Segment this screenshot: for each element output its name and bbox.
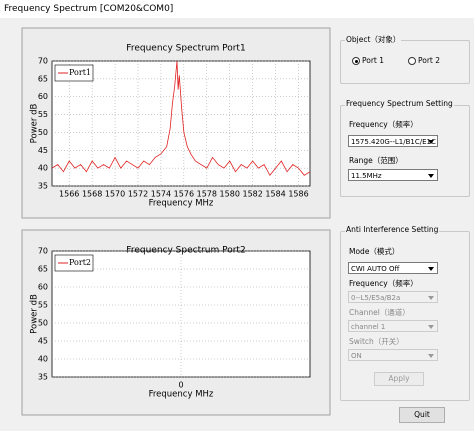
combo[interactable]: 1575.420G--L1/B1C/E1C (348, 135, 438, 147)
y-tick-label: 45 (38, 146, 48, 155)
quit-button[interactable]: Quit (399, 407, 445, 423)
combo: 0--L5/E5a/B2a (348, 291, 438, 303)
y-tick-label: 55 (38, 301, 48, 310)
radio-port1[interactable]: Port 1 (352, 56, 384, 65)
window-title: Frequency Spectrum [COM20&COM0] (0, 0, 474, 18)
series-line (51, 60, 311, 177)
y-tick-label: 35 (38, 373, 48, 382)
x-tick-label: 1570 (105, 190, 125, 199)
combo: channel 1 (348, 320, 438, 332)
label: Range（范围） (349, 156, 403, 165)
group-title: Anti Interference Setting (345, 225, 440, 234)
legend-box (54, 64, 94, 82)
apply-button: Apply (374, 372, 424, 386)
y-axis-label: Power dB (30, 104, 40, 144)
y-tick-label: 70 (38, 247, 48, 256)
x-tick-label: 1582 (242, 190, 262, 199)
x-tick-label: 1568 (82, 190, 102, 199)
label: Channel（通道） (349, 308, 410, 317)
anti-group: Anti Interference Setting (340, 225, 470, 401)
x-tick-label: 1576 (174, 190, 194, 199)
y-tick-label: 35 (38, 182, 48, 191)
y-axis-label: Power dB (30, 294, 40, 334)
y-tick-label: 50 (38, 319, 48, 328)
y-tick-label: 40 (38, 164, 48, 173)
x-tick-label: 1578 (197, 190, 217, 199)
x-tick-label: 1584 (265, 190, 285, 199)
y-tick-label: 50 (38, 128, 48, 137)
legend-label: Port2 (69, 258, 91, 267)
label: Switch（开关） (349, 337, 404, 346)
x-axis-label: Frequency MHz (149, 390, 214, 400)
spectrum-group: Frequency Spectrum Setting (340, 99, 470, 197)
x-tick-label: 1572 (128, 190, 148, 199)
y-tick-label: 65 (38, 74, 48, 83)
chart-title: Frequency Spectrum Port2 (126, 246, 245, 256)
combo[interactable]: 11.5MHz (348, 169, 438, 181)
y-tick-label: 60 (38, 92, 48, 101)
radio-port2[interactable]: Port 2 (408, 56, 440, 65)
y-tick-label: 60 (38, 283, 48, 292)
legend-label: Port1 (69, 68, 91, 77)
label: Frequency（频率） (349, 279, 418, 288)
y-tick-label: 40 (38, 355, 48, 364)
x-tick-label: 1566 (59, 190, 79, 199)
x-tick-label: 1574 (151, 190, 171, 199)
y-tick-label: 65 (38, 265, 48, 274)
label: Frequency（频率） (349, 120, 418, 129)
object-group: Object（对象） (340, 34, 470, 84)
x-tick-label: 0 (178, 381, 183, 390)
x-tick-label: 1580 (220, 190, 240, 199)
x-tick-label: 1586 (288, 190, 308, 199)
label: Mode（模式） (349, 247, 400, 256)
group-title: Frequency Spectrum Setting (345, 99, 454, 108)
y-tick-label: 55 (38, 110, 48, 119)
chart-title: Frequency Spectrum Port1 (126, 44, 245, 54)
group-title: Object（对象） (345, 34, 402, 45)
y-tick-label: 70 (38, 57, 48, 66)
combo[interactable]: CWI AUTO Off (348, 262, 438, 274)
y-tick-label: 45 (38, 337, 48, 346)
x-axis-label: Frequency MHz (149, 199, 214, 209)
legend-box (54, 254, 94, 272)
combo: ON (348, 349, 438, 361)
